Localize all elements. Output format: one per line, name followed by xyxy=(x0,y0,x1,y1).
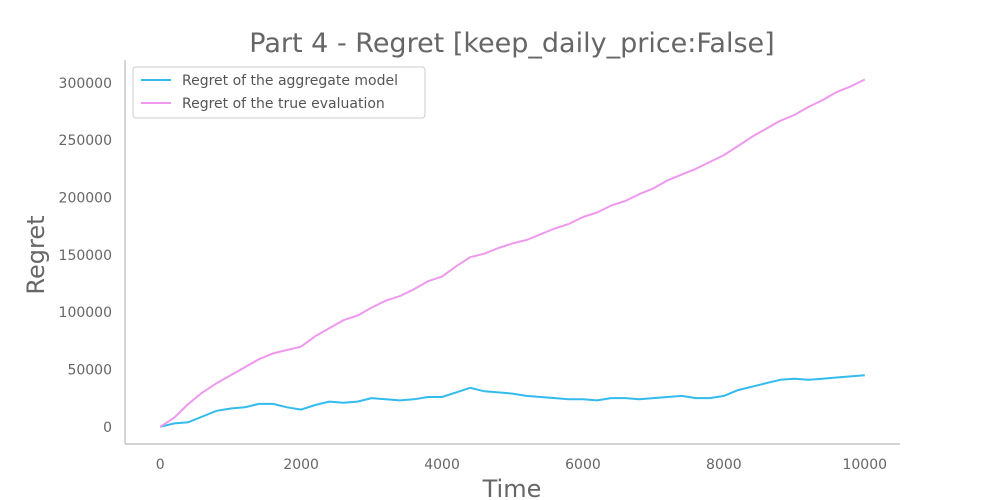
y-tick-label: 250000 xyxy=(59,133,112,149)
y-tick-label: 0 xyxy=(103,420,112,436)
x-tick-label: 8000 xyxy=(706,457,742,473)
legend-label-aggregate-model: Regret of the aggregate model xyxy=(182,73,398,89)
y-tick-label: 150000 xyxy=(59,248,112,264)
x-tick-label: 4000 xyxy=(424,457,460,473)
y-axis-ticks: 0 50000 100000 150000 200000 250000 300000 xyxy=(59,76,112,436)
y-tick-label: 300000 xyxy=(59,76,112,92)
legend: Regret of the aggregate model Regret of … xyxy=(132,66,426,119)
x-axis-ticks: 0 2000 4000 6000 8000 10000 xyxy=(156,457,887,473)
plot-area: 0 2000 4000 6000 8000 10000 0 50000 100000 15000… xyxy=(59,60,900,473)
y-tick-label: 100000 xyxy=(59,305,112,321)
x-axis-label: Time xyxy=(482,475,542,500)
y-tick-label: 50000 xyxy=(67,362,112,378)
x-tick-label: 6000 xyxy=(565,457,601,473)
x-tick-label: 2000 xyxy=(283,457,319,473)
chart-title: Part 4 - Regret [keep_daily_price:False] xyxy=(249,28,774,59)
y-axis-label: Regret xyxy=(22,215,50,294)
series-lines xyxy=(159,78,866,428)
legend-box xyxy=(132,66,426,119)
y-tick-label: 200000 xyxy=(59,191,112,207)
x-tick-label: 10000 xyxy=(842,457,887,473)
series-line-aggregate-model xyxy=(159,374,865,428)
legend-label-true-evaluation: Regret of the true evaluation xyxy=(182,96,385,112)
x-tick-label: 0 xyxy=(156,457,165,473)
series-line-true-evaluation xyxy=(159,78,866,428)
